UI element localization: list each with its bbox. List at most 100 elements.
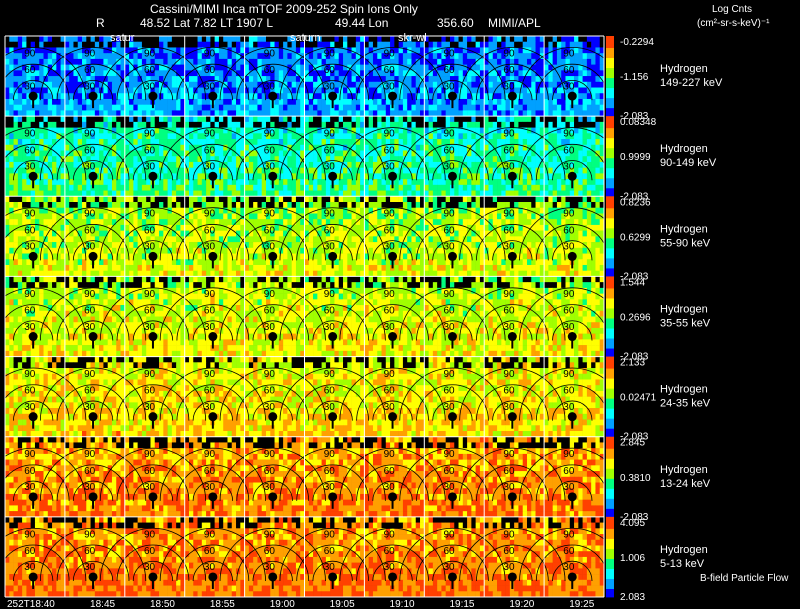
heatmap-cell bbox=[270, 224, 275, 231]
heatmap-cell bbox=[561, 47, 566, 54]
heatmap-cell bbox=[137, 167, 143, 174]
heatmap-cell bbox=[120, 173, 126, 180]
heatmap-cell bbox=[90, 144, 96, 151]
heatmap-cell bbox=[449, 70, 455, 77]
heatmap-cell bbox=[73, 76, 79, 83]
heatmap-cell bbox=[582, 173, 588, 180]
heatmap-cell bbox=[599, 47, 605, 54]
heatmap-cell bbox=[411, 179, 417, 186]
heatmap-cell bbox=[497, 93, 502, 100]
heatmap-cell bbox=[462, 47, 468, 54]
heatmap-cell bbox=[308, 58, 314, 65]
heatmap-cell bbox=[218, 253, 224, 260]
heatmap-cell bbox=[411, 161, 417, 168]
heatmap-cell bbox=[13, 104, 19, 111]
heatmap-cell bbox=[522, 167, 528, 174]
heatmap-cell bbox=[368, 64, 374, 71]
heatmap-cell bbox=[505, 98, 511, 105]
heatmap-cell bbox=[497, 110, 502, 117]
heatmap-cell bbox=[492, 110, 498, 117]
heatmap-cell bbox=[492, 64, 498, 71]
heatmap-cell bbox=[34, 190, 40, 197]
heatmap-cell bbox=[129, 230, 134, 237]
heatmap-cell bbox=[424, 116, 429, 123]
heatmap-cell bbox=[150, 230, 156, 237]
heatmap-cell bbox=[206, 264, 211, 271]
heatmap-cell bbox=[26, 47, 31, 54]
heatmap-cell bbox=[595, 190, 601, 197]
heatmap-cell bbox=[184, 93, 190, 100]
heatmap-cell bbox=[248, 156, 254, 163]
heatmap-cell bbox=[364, 133, 369, 140]
heatmap-cell bbox=[291, 224, 297, 231]
heatmap-cell bbox=[111, 81, 117, 88]
heatmap-cell bbox=[159, 219, 164, 226]
heatmap-cell bbox=[86, 161, 91, 168]
heatmap-cell bbox=[124, 184, 130, 191]
heatmap-cell bbox=[514, 184, 519, 191]
heatmap-cell bbox=[526, 70, 532, 77]
heatmap-cell bbox=[390, 156, 395, 163]
heatmap-cell bbox=[231, 167, 237, 174]
heatmap-cell bbox=[13, 253, 19, 260]
heatmap-cell bbox=[5, 253, 10, 260]
heatmap-cell bbox=[244, 98, 250, 105]
heatmap-cell bbox=[223, 116, 228, 123]
heatmap-cell bbox=[420, 36, 425, 43]
heatmap-cell bbox=[432, 53, 438, 60]
heatmap-cell bbox=[5, 116, 10, 123]
heatmap-cell bbox=[13, 259, 19, 266]
heatmap-cell bbox=[193, 121, 198, 128]
heatmap-cell bbox=[244, 190, 250, 197]
heatmap-cell bbox=[163, 58, 168, 65]
heatmap-cell bbox=[171, 139, 177, 146]
heatmap-cell bbox=[137, 127, 143, 134]
heatmap-cell bbox=[201, 236, 207, 243]
heatmap-cell bbox=[150, 161, 156, 168]
heatmap-cell bbox=[501, 64, 506, 71]
heatmap-cell bbox=[150, 87, 156, 94]
heatmap-cell bbox=[94, 116, 100, 123]
heatmap-cell bbox=[111, 127, 117, 134]
heatmap-cell bbox=[111, 98, 117, 105]
heatmap-cell bbox=[236, 156, 241, 163]
heatmap-cell bbox=[43, 264, 49, 271]
heatmap-cell bbox=[385, 64, 391, 71]
heatmap-cell bbox=[569, 190, 575, 197]
heatmap-cell bbox=[201, 156, 207, 163]
heatmap-cell bbox=[492, 53, 498, 60]
heatmap-cell bbox=[227, 64, 233, 71]
heatmap-cell bbox=[407, 116, 412, 123]
heatmap-cell bbox=[505, 144, 511, 151]
heatmap-cell bbox=[47, 196, 53, 203]
heatmap-cell bbox=[99, 121, 104, 128]
heatmap-cell bbox=[368, 93, 374, 100]
heatmap-cell bbox=[64, 110, 70, 117]
heatmap-cell bbox=[210, 167, 215, 174]
heatmap-cell bbox=[176, 161, 181, 168]
heatmap-cell bbox=[364, 81, 369, 88]
heatmap-cell bbox=[283, 104, 288, 111]
heatmap-cell bbox=[325, 224, 331, 231]
heatmap-cell bbox=[124, 259, 130, 266]
heatmap-cell bbox=[317, 127, 322, 134]
heatmap-cell bbox=[129, 253, 134, 260]
heatmap-cell bbox=[595, 133, 601, 140]
heatmap-cell bbox=[82, 184, 87, 191]
heatmap-cell bbox=[308, 179, 314, 186]
heatmap-cell bbox=[188, 179, 194, 186]
heatmap-cell bbox=[578, 156, 583, 163]
heatmap-cell bbox=[129, 207, 134, 214]
heatmap-cell bbox=[295, 127, 301, 134]
heatmap-cell bbox=[159, 98, 164, 105]
heatmap-cell bbox=[236, 144, 241, 151]
heatmap-cell bbox=[52, 202, 57, 209]
heatmap-cell bbox=[544, 116, 549, 123]
heatmap-cell bbox=[133, 190, 138, 197]
heatmap-cell bbox=[330, 53, 335, 60]
heatmap-cell bbox=[544, 167, 549, 174]
heatmap-cell bbox=[124, 116, 130, 123]
heatmap-cell bbox=[291, 144, 297, 151]
heatmap-cell bbox=[171, 144, 177, 151]
heatmap-cell bbox=[107, 213, 113, 220]
